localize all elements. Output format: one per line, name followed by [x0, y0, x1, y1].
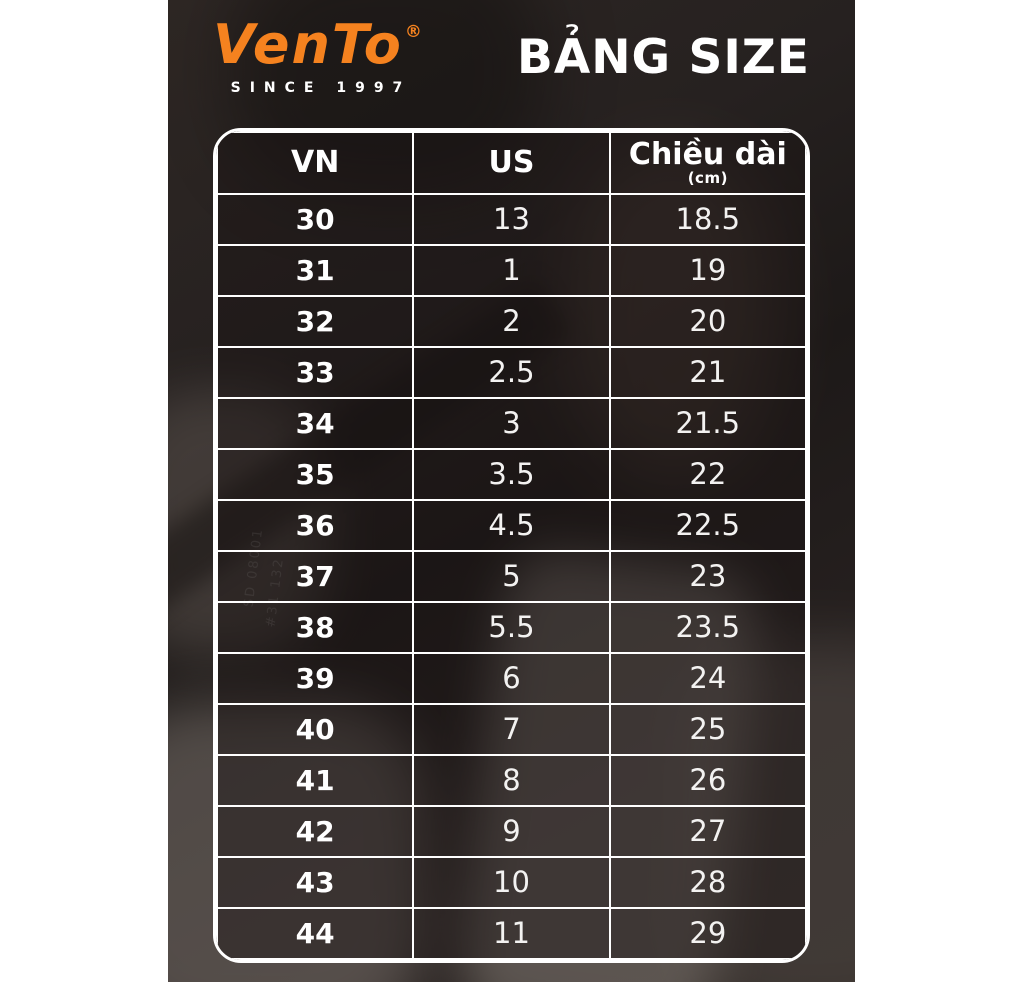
length-cm-cell: 20 [608, 295, 807, 348]
us-size-cell: 5 [412, 550, 611, 603]
length-cm-cell: 26 [608, 754, 807, 807]
us-size-cell: 3.5 [412, 448, 611, 501]
vn-size-cell: 38 [216, 601, 415, 654]
us-size-cell: 3 [412, 397, 611, 450]
size-table-header: VN US Chiều dài (cm) [216, 131, 807, 195]
header-row: VN US Chiều dài (cm) [216, 131, 807, 195]
column-header-us-label: US [488, 145, 535, 181]
length-cm-cell: 18.5 [608, 193, 807, 246]
length-cm-cell: 29 [608, 907, 807, 960]
us-size-cell: 2.5 [412, 346, 611, 399]
size-table: VN US Chiều dài (cm) 30 13 18.5 31 1 19 32 2 20 3… [216, 131, 807, 960]
length-cm-cell: 25 [608, 703, 807, 756]
brand-tagline: SINCE 1997 [230, 80, 412, 96]
vn-size-cell: 44 [216, 907, 415, 960]
table-row: 34 3 21.5 [216, 397, 807, 450]
column-header-vn: VN [216, 131, 415, 195]
column-header-length-label: Chiều dài [628, 136, 787, 172]
table-row: 38 5.5 23.5 [216, 601, 807, 654]
us-size-cell: 2 [412, 295, 611, 348]
vn-size-cell: 30 [216, 193, 415, 246]
poster-header: VenTo ® SINCE 1997 BẢNG SIZE [168, 0, 855, 128]
us-size-cell: 11 [412, 907, 611, 960]
length-cm-cell: 23.5 [608, 601, 807, 654]
us-size-cell: 4.5 [412, 499, 611, 552]
vn-size-cell: 37 [216, 550, 415, 603]
vn-size-cell: 32 [216, 295, 415, 348]
table-row: 40 7 25 [216, 703, 807, 756]
table-row: 37 5 23 [216, 550, 807, 603]
vn-size-cell: 41 [216, 754, 415, 807]
size-table-body: 30 13 18.5 31 1 19 32 2 20 33 2.5 21 34 3 21.5 35 3.5 22 3… [216, 193, 807, 960]
vn-size-cell: 35 [216, 448, 415, 501]
us-size-cell: 10 [412, 856, 611, 909]
table-row: 41 8 26 [216, 754, 807, 807]
length-cm-cell: 21.5 [608, 397, 807, 450]
table-row: 30 13 18.5 [216, 193, 807, 246]
column-header-us: US [412, 131, 611, 195]
column-header-length: Chiều dài (cm) [608, 131, 807, 195]
vento-logo: VenTo ® SINCE 1997 [213, 13, 422, 97]
table-row: 31 1 19 [216, 244, 807, 297]
table-row: 33 2.5 21 [216, 346, 807, 399]
table-row: 36 4.5 22.5 [216, 499, 807, 552]
column-header-length-unit: (cm) [687, 169, 728, 188]
table-row: 35 3.5 22 [216, 448, 807, 501]
vn-size-cell: 33 [216, 346, 415, 399]
us-size-cell: 9 [412, 805, 611, 858]
table-row: 32 2 20 [216, 295, 807, 348]
table-row: 42 9 27 [216, 805, 807, 858]
vn-size-cell: 43 [216, 856, 415, 909]
table-row: 43 10 28 [216, 856, 807, 909]
length-cm-cell: 23 [608, 550, 807, 603]
length-cm-cell: 24 [608, 652, 807, 705]
vn-size-cell: 40 [216, 703, 415, 756]
size-table-frame: VN US Chiều dài (cm) 30 13 18.5 31 1 19 32 2 20 3… [213, 128, 810, 963]
length-cm-cell: 22 [608, 448, 807, 501]
vn-size-cell: 34 [216, 397, 415, 450]
vn-size-cell: 31 [216, 244, 415, 297]
registered-trademark-icon: ® [404, 22, 422, 42]
column-header-vn-label: VN [291, 145, 340, 181]
vento-wordmark: VenTo [213, 13, 403, 76]
length-cm-cell: 27 [608, 805, 807, 858]
us-size-cell: 1 [412, 244, 611, 297]
length-cm-cell: 19 [608, 244, 807, 297]
us-size-cell: 5.5 [412, 601, 611, 654]
poster-title: BẢNG SIZE [517, 30, 810, 85]
size-chart-poster: SD 08001 #31 132 VenTo ® SINCE 1997 BẢNG … [168, 0, 855, 982]
length-cm-cell: 28 [608, 856, 807, 909]
table-row: 39 6 24 [216, 652, 807, 705]
us-size-cell: 7 [412, 703, 611, 756]
vn-size-cell: 42 [216, 805, 415, 858]
us-size-cell: 8 [412, 754, 611, 807]
table-row: 44 11 29 [216, 907, 807, 960]
vn-size-cell: 39 [216, 652, 415, 705]
us-size-cell: 13 [412, 193, 611, 246]
vn-size-cell: 36 [216, 499, 415, 552]
us-size-cell: 6 [412, 652, 611, 705]
length-cm-cell: 21 [608, 346, 807, 399]
length-cm-cell: 22.5 [608, 499, 807, 552]
